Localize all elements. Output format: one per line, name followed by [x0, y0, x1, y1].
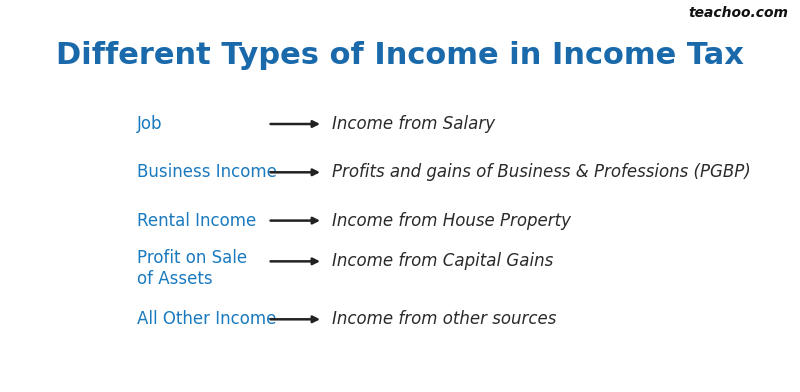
Text: Profit on Sale
of Assets: Profit on Sale of Assets	[138, 249, 247, 288]
Text: Income from Capital Gains: Income from Capital Gains	[333, 252, 554, 270]
Text: teachoo.com: teachoo.com	[688, 6, 788, 20]
Text: Rental Income: Rental Income	[138, 212, 257, 230]
Text: Job: Job	[138, 115, 162, 133]
Text: Income from Salary: Income from Salary	[333, 115, 496, 133]
Text: Profits and gains of Business & Professions (PGBP): Profits and gains of Business & Professi…	[333, 163, 751, 181]
Text: Income from House Property: Income from House Property	[333, 212, 571, 230]
Text: Different Types of Income in Income Tax: Different Types of Income in Income Tax	[56, 41, 744, 70]
Text: Business Income: Business Income	[138, 163, 277, 181]
Text: Income from other sources: Income from other sources	[333, 310, 557, 328]
Text: All Other Income: All Other Income	[138, 310, 277, 328]
